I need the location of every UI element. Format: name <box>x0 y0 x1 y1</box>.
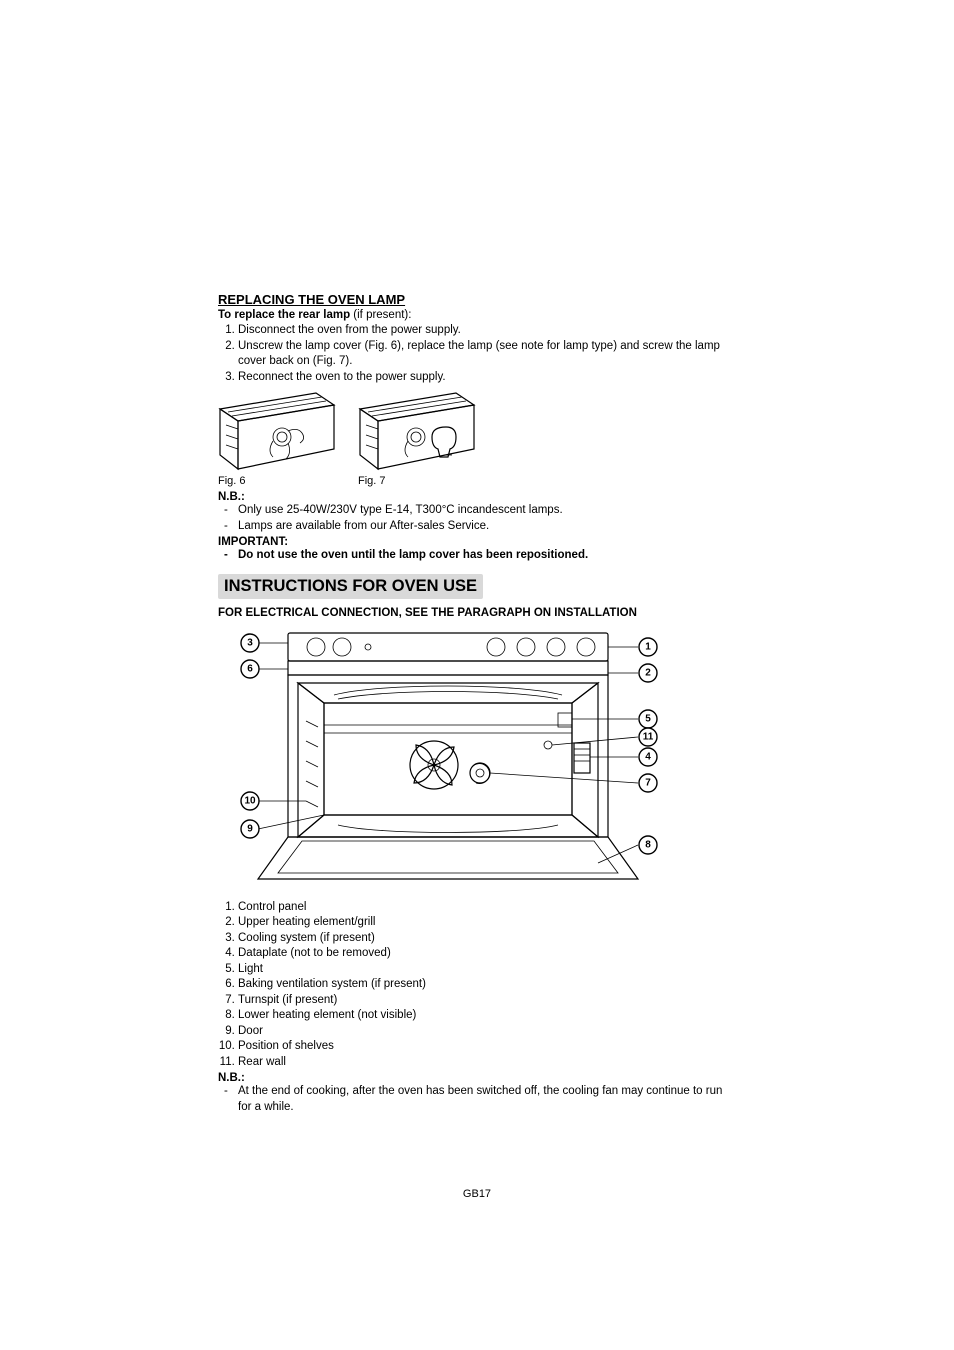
svg-text:11: 11 <box>643 731 654 742</box>
list-item: Upper heating element/grill <box>238 915 734 931</box>
callout-9: 9 <box>241 820 259 838</box>
figure-6: Fig. 6 <box>218 391 336 487</box>
list-item: Lamps are available from our After-sales… <box>238 519 734 535</box>
callout-8: 8 <box>639 836 657 854</box>
svg-text:5: 5 <box>645 713 651 724</box>
instructions-bar: INSTRUCTIONS FOR OVEN USE <box>218 574 483 599</box>
svg-text:1: 1 <box>645 641 651 652</box>
callout-3: 3 <box>241 634 259 652</box>
list-item: Only use 25-40W/230V type E-14, T300°C i… <box>238 503 734 519</box>
list-item: Unscrew the lamp cover (Fig. 6), replace… <box>238 339 734 370</box>
figure-row: Fig. 6 Fig. 7 <box>218 391 734 487</box>
section-title: REPLACING THE OVEN LAMP <box>218 292 734 307</box>
callout-10: 10 <box>241 792 259 810</box>
list-item: Disconnect the oven from the power suppl… <box>238 323 734 339</box>
svg-text:9: 9 <box>247 823 253 834</box>
list-item: At the end of cooking, after the oven ha… <box>238 1084 734 1115</box>
nb-label: N.B.: <box>218 491 734 503</box>
subtitle-bold: To replace the rear lamp <box>218 309 350 321</box>
list-item: Light <box>238 962 734 978</box>
svg-text:4: 4 <box>645 751 651 762</box>
svg-text:7: 7 <box>645 777 651 788</box>
nb2-label: N.B.: <box>218 1072 734 1084</box>
page-number: GB17 <box>0 1188 954 1200</box>
callout-4: 4 <box>639 748 657 766</box>
list-item: Dataplate (not to be removed) <box>238 946 734 962</box>
instructions-title: INSTRUCTIONS FOR OVEN USE <box>224 577 477 595</box>
list-item: Lower heating element (not visible) <box>238 1008 734 1024</box>
list-item: Baking ventilation system (if present) <box>238 977 734 993</box>
replace-steps: Disconnect the oven from the power suppl… <box>218 323 734 385</box>
oven-svg: 3 6 10 9 1 2 5 <box>218 625 678 885</box>
svg-text:2: 2 <box>645 667 651 678</box>
svg-text:3: 3 <box>247 637 253 648</box>
callout-1: 1 <box>639 638 657 656</box>
figure-7: Fig. 7 <box>358 391 476 487</box>
callout-2: 2 <box>639 664 657 682</box>
list-item: Position of shelves <box>238 1039 734 1055</box>
oven-diagram: 3 6 10 9 1 2 5 <box>218 625 734 890</box>
list-item: Rear wall <box>238 1055 734 1071</box>
fig6-svg <box>218 391 336 473</box>
list-item: Door <box>238 1024 734 1040</box>
svg-text:10: 10 <box>244 795 256 806</box>
subtitle-rest: (if present): <box>350 309 411 321</box>
callout-5: 5 <box>639 710 657 728</box>
list-item: Do not use the oven until the lamp cover… <box>238 548 734 564</box>
subtitle: To replace the rear lamp (if present): <box>218 309 734 321</box>
fig7-caption: Fig. 7 <box>358 475 386 487</box>
svg-text:6: 6 <box>247 663 253 674</box>
callout-11: 11 <box>639 728 657 746</box>
important-list: Do not use the oven until the lamp cover… <box>218 548 734 564</box>
callout-7: 7 <box>639 774 657 792</box>
list-item: Turnspit (if present) <box>238 993 734 1009</box>
list-item: Cooling system (if present) <box>238 931 734 947</box>
legend-list: Control panel Upper heating element/gril… <box>218 900 734 1071</box>
important-label: IMPORTANT: <box>218 536 734 548</box>
nb2-list: At the end of cooking, after the oven ha… <box>218 1084 734 1115</box>
svg-text:8: 8 <box>645 839 651 850</box>
list-item: Reconnect the oven to the power supply. <box>238 370 734 386</box>
list-item: Control panel <box>238 900 734 916</box>
callout-6: 6 <box>241 660 259 678</box>
legend: Control panel Upper heating element/gril… <box>218 900 734 1071</box>
fig6-caption: Fig. 6 <box>218 475 246 487</box>
nb-list: Only use 25-40W/230V type E-14, T300°C i… <box>218 503 734 534</box>
fig7-svg <box>358 391 476 473</box>
electrical-line: FOR ELECTRICAL CONNECTION, SEE THE PARAG… <box>218 607 734 619</box>
manual-page: REPLACING THE OVEN LAMP To replace the r… <box>0 0 954 1350</box>
